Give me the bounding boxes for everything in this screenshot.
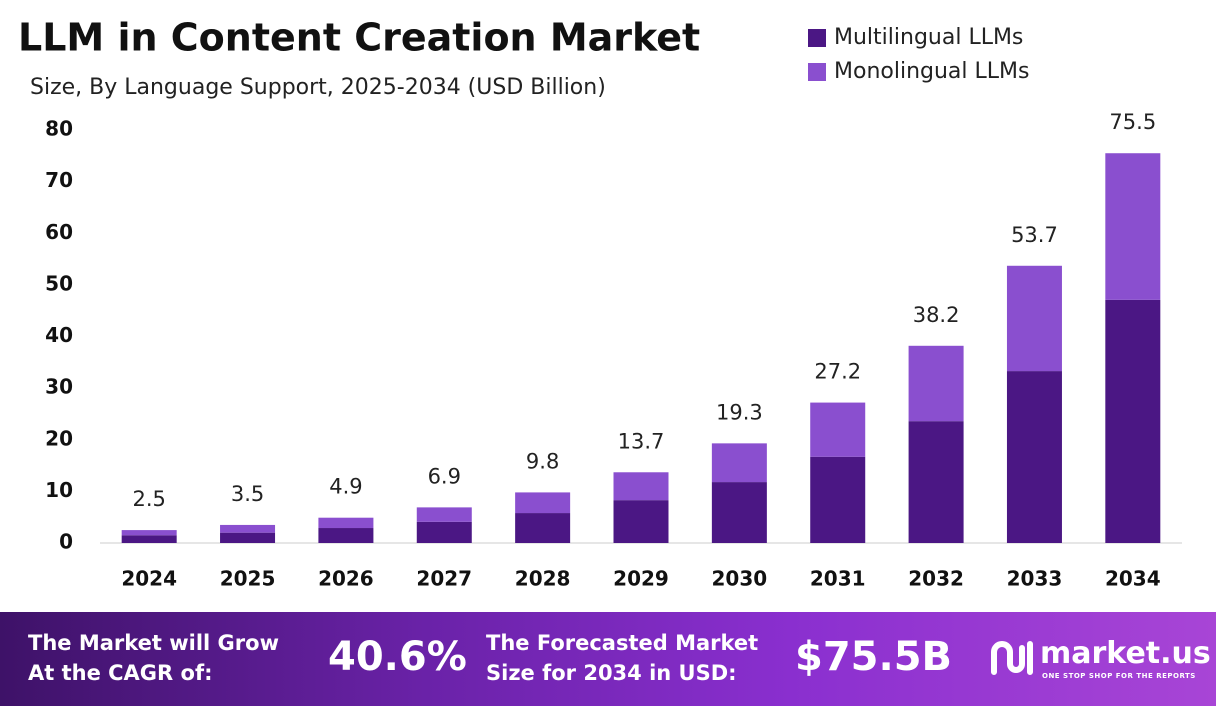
x-tick-label: 2026 — [318, 567, 374, 591]
bar-segment — [121, 530, 177, 536]
total-label: 13.7 — [618, 429, 665, 453]
x-tick-label: 2027 — [416, 567, 472, 591]
x-tick-label: 2024 — [121, 567, 177, 591]
forecast-value: $75.5B — [795, 634, 953, 680]
bar-segment — [711, 443, 767, 483]
forecast-line: The Forecasted Market — [486, 631, 759, 655]
chart: LLM in Content Creation Market Size, By … — [18, 16, 1182, 591]
y-tick-label: 80 — [45, 117, 73, 141]
legend-label: Monolingual LLMs — [834, 59, 1029, 84]
brand-name: market.us — [1040, 636, 1211, 671]
bar-segment — [908, 345, 964, 422]
x-tick-label: 2031 — [810, 567, 866, 591]
chart-subtitle: Size, By Language Support, 2025-2034 (US… — [30, 75, 606, 100]
total-label: 38.2 — [913, 303, 960, 327]
bar-segment — [220, 532, 276, 543]
total-label: 3.5 — [231, 482, 264, 506]
total-label: 6.9 — [428, 464, 461, 488]
bar-segment — [1105, 153, 1161, 300]
x-tick-label: 2030 — [712, 567, 768, 591]
bar-segment — [416, 507, 472, 522]
brand-logo — [991, 641, 1033, 675]
x-tick-label: 2028 — [515, 567, 571, 591]
brand-tagline: ONE STOP SHOP FOR THE REPORTS — [1042, 672, 1196, 680]
y-tick-label: 40 — [45, 323, 73, 347]
bar-segment — [318, 517, 374, 529]
legend-swatch — [808, 29, 826, 47]
bar-segment — [1105, 299, 1161, 543]
total-label: 27.2 — [814, 360, 861, 384]
bar-segment — [1006, 371, 1062, 543]
bar-segment — [318, 528, 374, 543]
bar-segment — [810, 402, 866, 457]
x-tick-label: 2025 — [220, 567, 276, 591]
legend-label: Multilingual LLMs — [834, 25, 1023, 50]
bar-segment — [515, 513, 571, 543]
forecast-line: Size for 2034 in USD: — [486, 661, 737, 685]
total-label: 75.5 — [1109, 110, 1156, 134]
x-tick-label: 2032 — [908, 567, 964, 591]
legend-swatch — [808, 63, 826, 81]
total-label: 53.7 — [1011, 223, 1058, 247]
total-label: 19.3 — [716, 400, 763, 424]
bar-segment — [711, 482, 767, 543]
cagr-value: 40.6% — [328, 634, 467, 680]
x-tick-label: 2034 — [1105, 567, 1161, 591]
y-tick-label: 0 — [59, 530, 73, 554]
bar-segment — [416, 521, 472, 543]
bar-segment — [1006, 265, 1062, 372]
footer: The Market will Grow At the CAGR of: 40.… — [0, 612, 1216, 706]
y-tick-label: 20 — [45, 426, 73, 450]
bar-segment — [220, 524, 276, 533]
bar-segment — [515, 492, 571, 514]
cagr-line: The Market will Grow — [28, 631, 279, 655]
y-tick-label: 30 — [45, 375, 73, 399]
x-tick-label: 2033 — [1007, 567, 1063, 591]
bar-segment — [908, 421, 964, 543]
cagr-line: At the CAGR of: — [28, 661, 213, 685]
x-tick-label: 2029 — [613, 567, 669, 591]
bar-segment — [810, 456, 866, 543]
bar-segment — [121, 535, 177, 543]
y-tick-label: 60 — [45, 220, 73, 244]
chart-title: LLM in Content Creation Market — [18, 16, 700, 60]
bar-segment — [613, 472, 669, 501]
total-label: 4.9 — [329, 475, 362, 499]
y-tick-label: 70 — [45, 168, 73, 192]
total-label: 2.5 — [132, 487, 165, 511]
y-tick-label: 10 — [45, 478, 73, 502]
total-label: 9.8 — [526, 449, 559, 473]
bar-segment — [613, 500, 669, 543]
y-tick-label: 50 — [45, 271, 73, 295]
